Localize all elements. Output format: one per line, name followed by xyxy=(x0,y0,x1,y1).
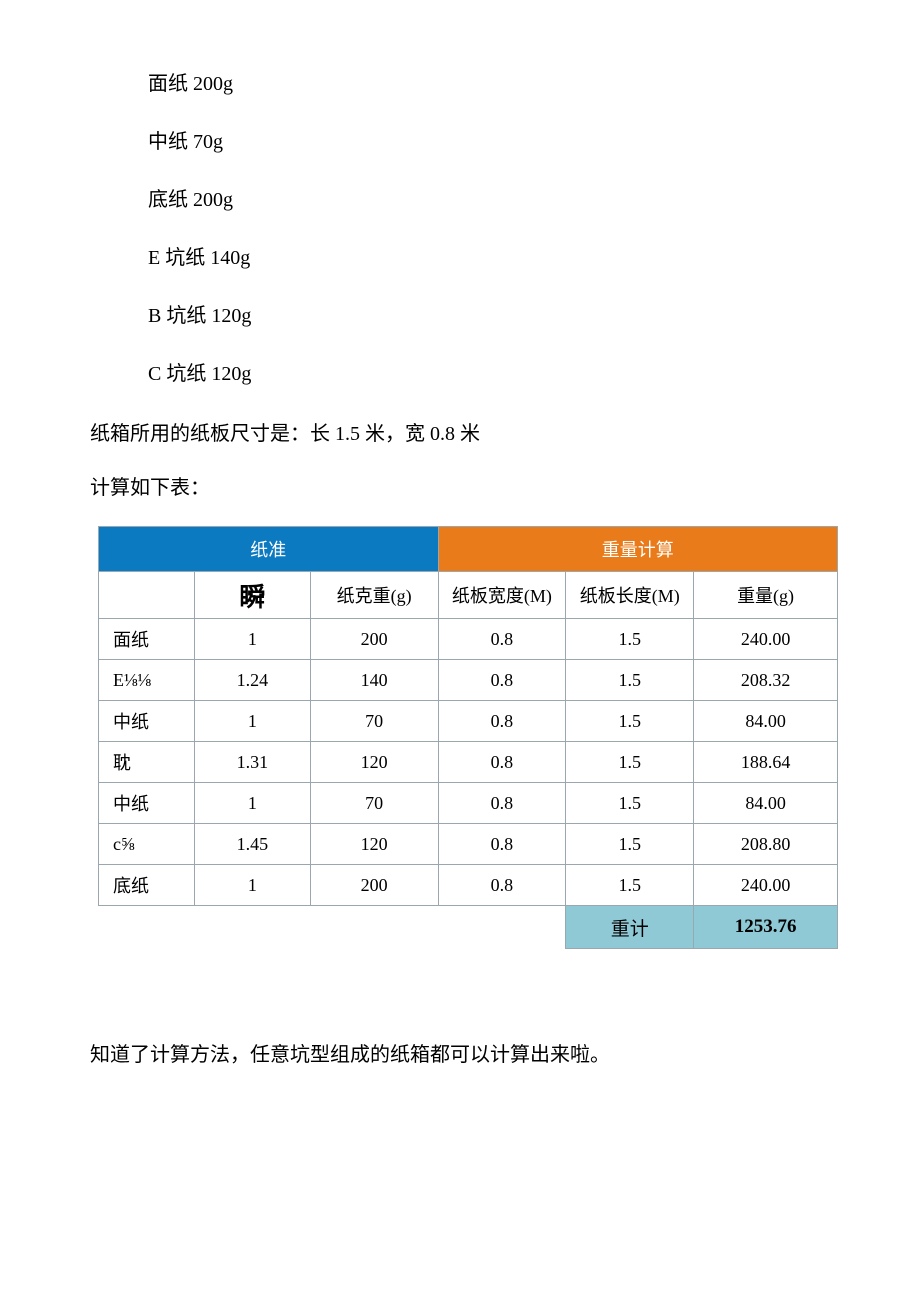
cell-l: 1.5 xyxy=(566,619,694,660)
spec-item: B 坑纸 120g xyxy=(148,302,830,330)
cell-name: 面纸 xyxy=(99,619,195,660)
table-row: 底纸 1 200 0.8 1.5 240.00 xyxy=(99,865,838,906)
cell-name: 底纸 xyxy=(99,865,195,906)
cell-w: 0.8 xyxy=(438,701,566,742)
cell-gram: 70 xyxy=(310,701,438,742)
table-subheader-row: 瞬 纸克重(g) 纸板宽度(M) 纸板长度(M) 重量(g) xyxy=(99,572,838,619)
cell-gram: 120 xyxy=(310,742,438,783)
cell-weight: 84.00 xyxy=(694,701,838,742)
cell-w: 0.8 xyxy=(438,660,566,701)
cell-coef: 1 xyxy=(194,865,310,906)
cell-w: 0.8 xyxy=(438,783,566,824)
table-row: 中纸 1 70 0.8 1.5 84.00 xyxy=(99,701,838,742)
cell-coef: 1 xyxy=(194,701,310,742)
cell-l: 1.5 xyxy=(566,824,694,865)
cell-w: 0.8 xyxy=(438,619,566,660)
header-right: 重量计算 xyxy=(438,527,837,572)
cell-w: 0.8 xyxy=(438,742,566,783)
table-row: c⅝ 1.45 120 0.8 1.5 208.80 xyxy=(99,824,838,865)
subhdr-blank xyxy=(99,572,195,619)
cell-weight: 208.80 xyxy=(694,824,838,865)
cell-l: 1.5 xyxy=(566,865,694,906)
spec-item: 面纸 200g xyxy=(148,70,830,98)
total-value: 1253.76 xyxy=(694,906,838,949)
cell-coef: 1 xyxy=(194,619,310,660)
cell-coef: 1.31 xyxy=(194,742,310,783)
total-spacer xyxy=(99,906,566,949)
subhdr-length: 纸板长度(M) xyxy=(566,572,694,619)
cell-w: 0.8 xyxy=(438,865,566,906)
table-row: 面纸 1 200 0.8 1.5 240.00 xyxy=(99,619,838,660)
cell-l: 1.5 xyxy=(566,783,694,824)
cell-gram: 200 xyxy=(310,865,438,906)
cell-coef: 1.45 xyxy=(194,824,310,865)
dimension-text: 纸箱所用的纸板尺寸是：长 1.5 米，宽 0.8 米 xyxy=(90,418,830,450)
cell-weight: 188.64 xyxy=(694,742,838,783)
document-page: 面纸 200g 中纸 70g 底纸 200g E 坑纸 140g B 坑纸 12… xyxy=(0,0,920,1131)
header-left: 纸准 xyxy=(99,527,439,572)
spec-item: E 坑纸 140g xyxy=(148,244,830,272)
cell-name: 耽 xyxy=(99,742,195,783)
paper-spec-list: 面纸 200g 中纸 70g 底纸 200g E 坑纸 140g B 坑纸 12… xyxy=(148,70,830,388)
cell-weight: 84.00 xyxy=(694,783,838,824)
cell-weight: 240.00 xyxy=(694,865,838,906)
cell-name: c⅝ xyxy=(99,824,195,865)
cell-name: 中纸 xyxy=(99,783,195,824)
cell-gram: 120 xyxy=(310,824,438,865)
cell-gram: 140 xyxy=(310,660,438,701)
cell-name: E⅛⅛ xyxy=(99,660,195,701)
cell-coef: 1.24 xyxy=(194,660,310,701)
subhdr-width: 纸板宽度(M) xyxy=(438,572,566,619)
subhdr-coef: 瞬 xyxy=(194,572,310,619)
table-row: 耽 1.31 120 0.8 1.5 188.64 xyxy=(99,742,838,783)
spec-item: 底纸 200g xyxy=(148,186,830,214)
total-label: 重计 xyxy=(566,906,694,949)
cell-coef: 1 xyxy=(194,783,310,824)
cell-w: 0.8 xyxy=(438,824,566,865)
cell-l: 1.5 xyxy=(566,742,694,783)
table-total-row: 重计 1253.76 xyxy=(99,906,838,949)
table-row: 中纸 1 70 0.8 1.5 84.00 xyxy=(99,783,838,824)
table-row: E⅛⅛ 1.24 140 0.8 1.5 208.32 xyxy=(99,660,838,701)
cell-gram: 70 xyxy=(310,783,438,824)
cell-l: 1.5 xyxy=(566,701,694,742)
cell-weight: 208.32 xyxy=(694,660,838,701)
cell-weight: 240.00 xyxy=(694,619,838,660)
cell-name: 中纸 xyxy=(99,701,195,742)
subhdr-gram: 纸克重(g) xyxy=(310,572,438,619)
calculation-table: 纸准 重量计算 瞬 纸克重(g) 纸板宽度(M) 纸板长度(M) 重量(g) 面… xyxy=(98,526,838,949)
calc-intro-text: 计算如下表： xyxy=(90,472,830,504)
subhdr-weight: 重量(g) xyxy=(694,572,838,619)
cell-gram: 200 xyxy=(310,619,438,660)
footer-text: 知道了计算方法，任意坑型组成的纸箱都可以计算出来啦。 xyxy=(90,1039,830,1071)
spec-item: 中纸 70g xyxy=(148,128,830,156)
cell-l: 1.5 xyxy=(566,660,694,701)
spec-item: C 坑纸 120g xyxy=(148,360,830,388)
table-header-row: 纸准 重量计算 xyxy=(99,527,838,572)
